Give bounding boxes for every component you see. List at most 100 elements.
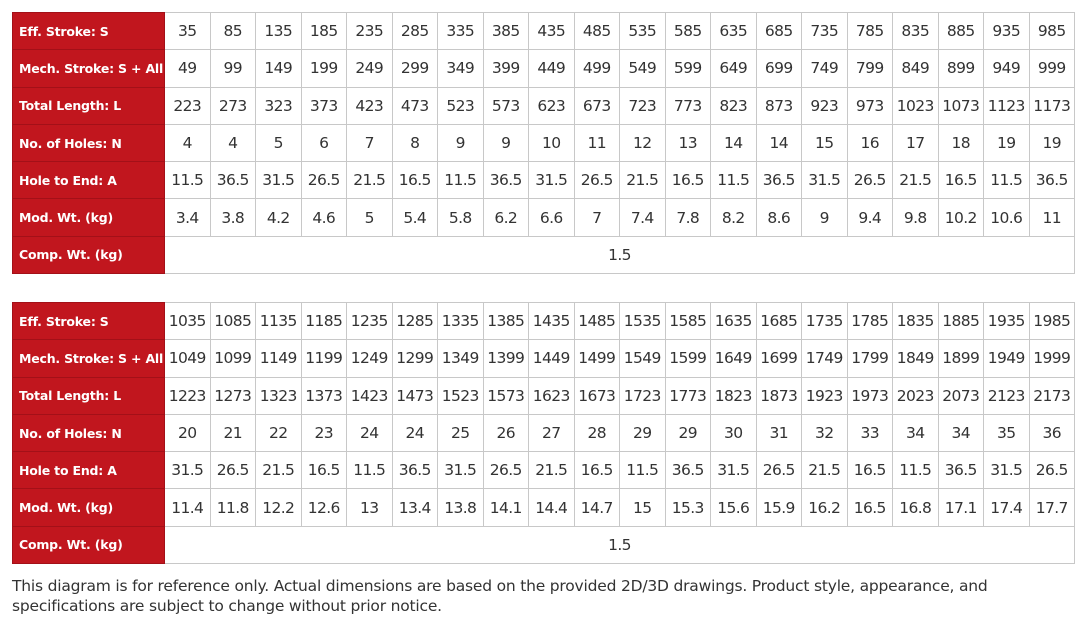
table-cell: 21.5: [346, 161, 393, 200]
row-label: Mech. Stroke: S + All.: [12, 49, 165, 88]
table-cell: 17.7: [1028, 488, 1075, 527]
table-cell: 249: [346, 49, 393, 88]
row-label: Mod. Wt. (kg): [12, 488, 165, 527]
table-cell: 8: [391, 123, 438, 163]
row-label: Eff. Stroke: S: [12, 11, 165, 51]
table-cell: 949: [983, 49, 1030, 88]
table-cell: 9.4: [846, 198, 893, 237]
table-cell: 2173: [1028, 376, 1075, 415]
table-cell: 573: [482, 86, 529, 125]
table-cell: 11.5: [164, 161, 211, 200]
table-row: Hole to End: A 11.5 36.5 31.5 26.5 21.5 16.5 11…: [12, 161, 1075, 200]
table-cell: 1473: [391, 376, 438, 415]
table-cell: 1085: [209, 301, 256, 341]
table-cell: 5.4: [391, 198, 438, 237]
table-cell: 673: [573, 86, 620, 125]
table-cell: 1599: [664, 339, 711, 378]
row-label: Total Length: L: [12, 86, 165, 125]
table-cell: 1785: [846, 301, 893, 341]
table-cell: 6.6: [528, 198, 575, 237]
table-cell: 199: [300, 49, 347, 88]
table-cell: 15.9: [755, 488, 802, 527]
table-cell: 385: [482, 11, 529, 51]
spec-table-2: Eff. Stroke: S 1035 1085 1135 1185 1235 1285 13…: [12, 301, 1075, 565]
table-cell: 21.5: [255, 451, 302, 490]
table-cell: 1949: [983, 339, 1030, 378]
table-cell: 35: [164, 11, 211, 51]
table-cell: 31.5: [983, 451, 1030, 490]
table-cell: 21.5: [528, 451, 575, 490]
table-cell: 835: [892, 11, 939, 51]
table-cell: 19: [983, 123, 1030, 163]
table-cell: 36.5: [391, 451, 438, 490]
table-cell: 31.5: [255, 161, 302, 200]
table-cell: 399: [482, 49, 529, 88]
table-cell: 873: [755, 86, 802, 125]
table-cell: 26: [482, 413, 529, 453]
table-cell: 32: [801, 413, 848, 453]
table-cell: 31.5: [801, 161, 848, 200]
table-cell: 1835: [892, 301, 939, 341]
table-cell: 26.5: [846, 161, 893, 200]
table-cell: 13: [346, 488, 393, 527]
table-row: Comp. Wt. (kg) 1.5: [12, 235, 1075, 275]
table-cell: 30: [710, 413, 757, 453]
table-cell: 9: [482, 123, 529, 163]
table-cell: 15: [801, 123, 848, 163]
table-cell: 31.5: [437, 451, 484, 490]
table-cell: 1523: [437, 376, 484, 415]
table-cell: 13.4: [391, 488, 438, 527]
table-cell: 635: [710, 11, 757, 51]
table-cell: 1649: [710, 339, 757, 378]
table-cell: 185: [300, 11, 347, 51]
table-cell: 31.5: [528, 161, 575, 200]
table-cell: 2023: [892, 376, 939, 415]
table-cell: 1485: [573, 301, 620, 341]
table-cell: 36.5: [664, 451, 711, 490]
table-cell: 1749: [801, 339, 848, 378]
table-cell: 1723: [619, 376, 666, 415]
table-cell: 16.5: [846, 488, 893, 527]
table-cell: 16.5: [937, 161, 984, 200]
row-label: Mod. Wt. (kg): [12, 198, 165, 237]
table-cell: 99: [209, 49, 256, 88]
table-cell: 1299: [391, 339, 438, 378]
table-cell: 723: [619, 86, 666, 125]
table-cell: 12.2: [255, 488, 302, 527]
table-cell: 885: [937, 11, 984, 51]
table-cell: 22: [255, 413, 302, 453]
table-cell: 1735: [801, 301, 848, 341]
table-cell: 16.5: [300, 451, 347, 490]
table-cell: 16.5: [664, 161, 711, 200]
table-cell: 31.5: [164, 451, 211, 490]
table-cell: 849: [892, 49, 939, 88]
table-cell: 26.5: [209, 451, 256, 490]
table-cell: 36.5: [755, 161, 802, 200]
table-cell: 16.5: [573, 451, 620, 490]
table-cell: 1073: [937, 86, 984, 125]
table-cell: 1199: [300, 339, 347, 378]
table-row: Total Length: L 223 273 323 373 423 473 523 573 6…: [12, 86, 1075, 125]
table-row: Mod. Wt. (kg) 11.4 11.8 12.2 12.6 13 13.4 13.8 1…: [12, 488, 1075, 527]
table-cell: 1135: [255, 301, 302, 341]
table-cell: 799: [846, 49, 893, 88]
table-cell: 423: [346, 86, 393, 125]
table-cell: 26.5: [482, 451, 529, 490]
table-cell: 26.5: [573, 161, 620, 200]
table-cell: 4: [209, 123, 256, 163]
table-row: Mod. Wt. (kg) 3.4 3.8 4.2 4.6 5 5.4 5.8 6.2 6.6 7 7…: [12, 198, 1075, 237]
table-cell: 5: [346, 198, 393, 237]
table-cell: 973: [846, 86, 893, 125]
table-cell: 1235: [346, 301, 393, 341]
table-cell: 585: [664, 11, 711, 51]
row-label: Eff. Stroke: S: [12, 301, 165, 341]
table-cell: 1273: [209, 376, 256, 415]
row-label: No. of Holes: N: [12, 123, 165, 163]
table-cell: 1285: [391, 301, 438, 341]
table-cell: 1623: [528, 376, 575, 415]
table-cell: 11.5: [892, 451, 939, 490]
table-cell: 223: [164, 86, 211, 125]
table-cell: 2073: [937, 376, 984, 415]
table-cell: 29: [619, 413, 666, 453]
table-cell: 535: [619, 11, 666, 51]
